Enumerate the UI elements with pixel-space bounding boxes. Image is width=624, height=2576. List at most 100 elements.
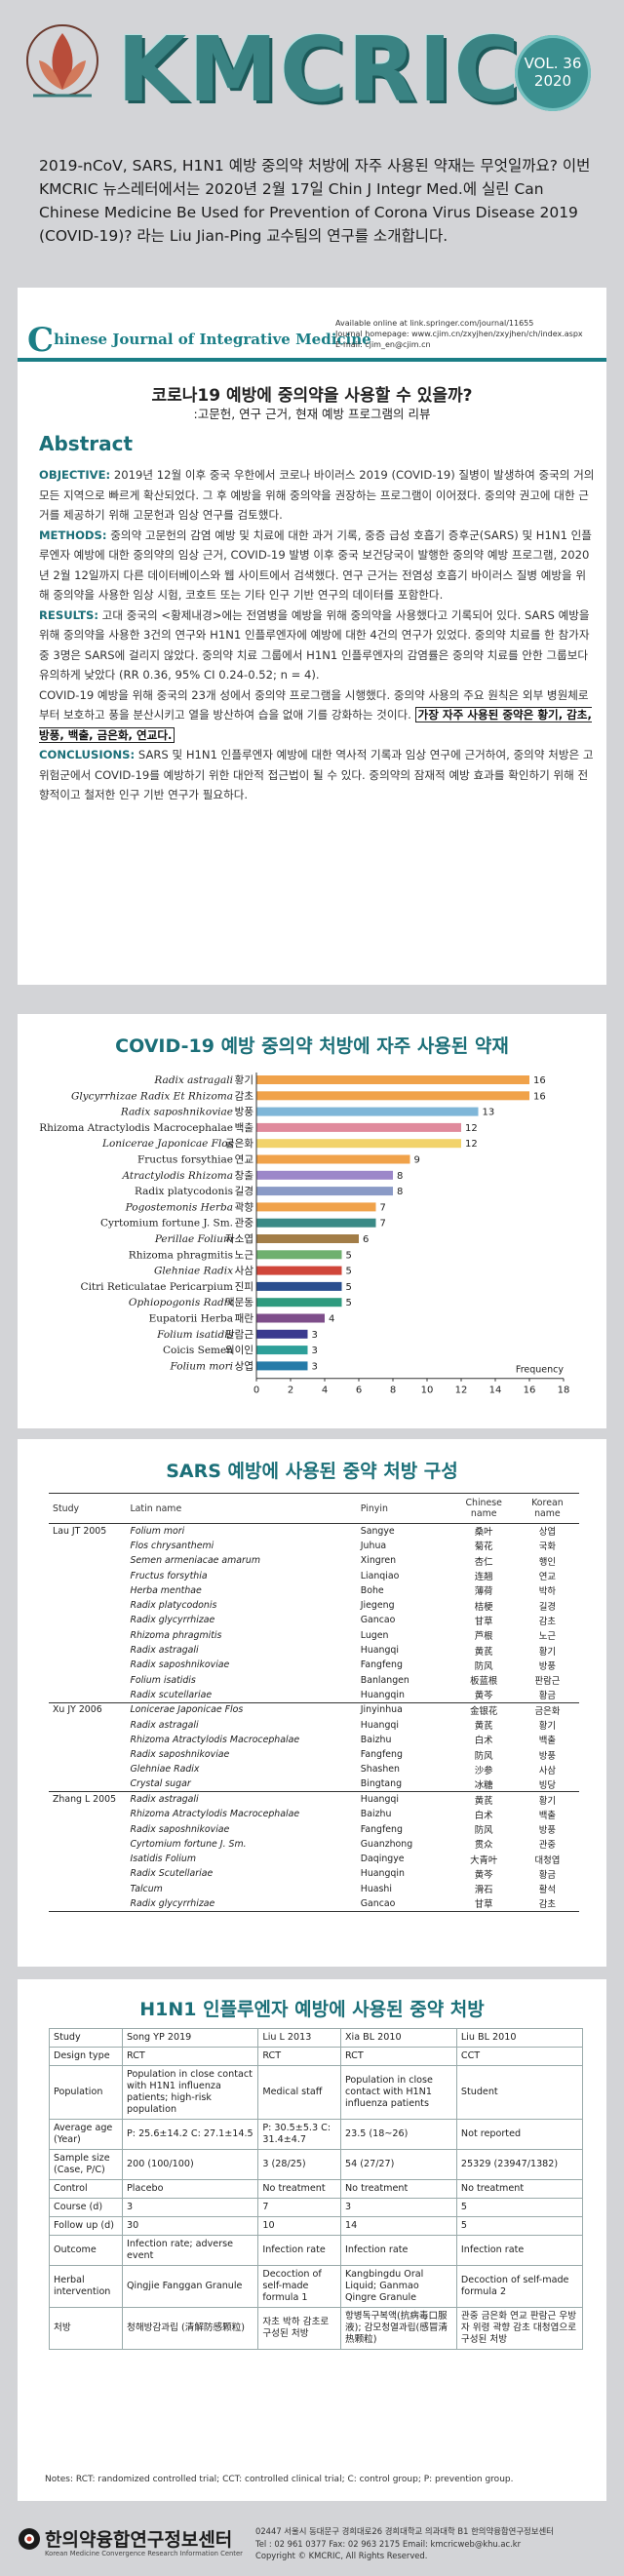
study-cell	[49, 1852, 126, 1866]
chinese-name-cell: 防风	[474, 1825, 493, 1837]
table-row: Semen armeniacae amarum Xingren 杏仁 행인	[49, 1553, 579, 1568]
pinyin-cell: Guanzhong	[360, 1838, 413, 1850]
table-row: Radix saposhnikoviae Fangfeng 防风 방풍	[49, 1658, 579, 1672]
sars-col-pinyin: Pinyin	[356, 1493, 452, 1524]
table-cell: 3 (28/25)	[257, 2149, 341, 2180]
pinyin-cell: Lianqiao	[360, 1570, 400, 1581]
chinese-name-cell: 连翘	[474, 1572, 493, 1583]
pinyin-cell: Huangqi	[360, 1645, 399, 1657]
table-cell: 30	[121, 2216, 259, 2236]
korean-name-cell: 황금	[515, 1687, 579, 1703]
pinyin-cell: Juhua	[360, 1540, 387, 1551]
latin-name-cell: Isatidis Folium	[130, 1854, 196, 1865]
table-row: Radix Scutellariae Huangqin 黄芩 황금	[49, 1866, 579, 1881]
study-cell	[49, 1776, 127, 1793]
data-label: 12	[465, 1123, 478, 1134]
category-korean-label: 길경	[235, 1185, 254, 1197]
x-tick-label: 12	[455, 1386, 468, 1396]
table-row: Control Placebo No treatment No treatment No…	[49, 2179, 584, 2199]
bar	[256, 1154, 410, 1164]
latin-name-cell: Radix glycyrrhizae	[130, 1615, 215, 1626]
table-row: Talcum Huashi 滑石 활석	[49, 1882, 579, 1896]
category-korean-label: 노근	[235, 1249, 254, 1261]
study-cell	[49, 1628, 126, 1643]
table-cell: 25329 (23947/1382)	[455, 2149, 584, 2180]
row-label-cell: Population	[49, 2065, 123, 2120]
journal-online: Available online at link.springer.com/jo…	[335, 319, 534, 328]
article-title: 코로나19 예방에 중의약을 사용할 수 있을까?	[151, 386, 473, 406]
h1n1-formula-card: H1N1 인플루엔자 예방에 사용된 중약 처방 Study Song YP 20…	[18, 1979, 606, 2501]
results-label: RESULTS:	[39, 607, 98, 622]
table-cell: Infection rate; adverse event	[121, 2235, 259, 2266]
category-latin-label: Glycyrrhizae Radix Et Rhizoma	[71, 1090, 233, 1102]
bar	[256, 1329, 308, 1339]
category-korean-label: 진피	[235, 1281, 254, 1293]
x-tick-label: 6	[356, 1386, 362, 1396]
category-korean-label: 자소엽	[225, 1233, 254, 1245]
table-row: Rhizoma Atractylodis Macrocephalae Baizhu…	[49, 1807, 579, 1821]
chinese-name-cell: 白术	[474, 1736, 493, 1747]
chinese-name-cell: 防风	[474, 1750, 493, 1762]
journal-meta: Available online at link.springer.com/jo…	[335, 318, 583, 350]
bar	[256, 1266, 342, 1275]
table-cell: 자초 박하 감초로 구성된 처방	[257, 2307, 341, 2350]
chinese-name-cell: 金银花	[470, 1705, 498, 1717]
table-row: Radix scutellariae Huangqin 黄芩 황금	[49, 1687, 579, 1703]
article-subtitle: :고문헌, 연구 근거, 현재 예방 프로그램의 리뷰	[193, 407, 431, 421]
study-cell	[49, 1672, 126, 1687]
category-latin-label: Radix astragali	[153, 1074, 233, 1086]
data-label: 5	[346, 1267, 352, 1277]
latin-name-cell: Lonicerae Japonicae Flos	[130, 1704, 244, 1716]
category-korean-label: 황기	[235, 1074, 254, 1086]
volume-label: VOL. 36	[524, 55, 582, 72]
latin-name-cell: Radix scutellariae	[126, 1687, 357, 1703]
category-latin-label: Coicis Semen	[163, 1345, 233, 1356]
table-cell: 항병독구복액(抗病毒口服液); 감모청열과립(感冒清热颗粒)	[339, 2307, 457, 2350]
table-cell: 5	[455, 2216, 584, 2236]
objective-text: 2019년 12월 이후 중국 우한에서 코로나 바이러스 2019 (COVI…	[39, 468, 595, 522]
table-row: Radix saposhnikoviae Fangfeng 防风 방풍	[49, 1821, 579, 1837]
korean-name-cell: 백출	[538, 1736, 557, 1747]
pinyin-cell: Sangye	[360, 1525, 395, 1537]
data-label: 8	[397, 1171, 403, 1182]
latin-name-cell: Glehniae Radix	[130, 1764, 200, 1776]
table-cell: CCT	[455, 2047, 584, 2066]
table-row: Rhizoma Atractylodis Macrocephalae Baizhu…	[49, 1733, 579, 1747]
category-korean-label: 사삼	[235, 1266, 254, 1277]
category-korean-label: 상엽	[235, 1360, 254, 1372]
data-label: 3	[312, 1361, 318, 1372]
row-label-cell: Outcome	[49, 2235, 123, 2266]
korean-name-cell: 황금	[538, 1869, 557, 1881]
table-cell: P: 25.6±14.2 C: 27.1±14.5	[121, 2119, 259, 2150]
category-latin-label: Folium isatidis	[156, 1329, 233, 1341]
latin-name-cell: Radix Scutellariae	[130, 1868, 214, 1880]
newsletter-header: KMCRIC VOL. 36 2020	[0, 0, 624, 137]
results-highlight: 가장 자주 사용된 중약은 황기, 감초, 방풍, 백출, 금은화, 연교다.	[39, 707, 592, 743]
table-row: Isatidis Folium Daqingye 大青叶 대청엽	[49, 1852, 579, 1866]
row-label-cell: Follow up (d)	[49, 2216, 123, 2236]
bar	[256, 1313, 325, 1323]
bar	[256, 1281, 342, 1291]
table-cell: Not reported	[455, 2119, 584, 2150]
table-cell: Decoction of self-made formula 2	[455, 2265, 584, 2308]
category-latin-label: Rhizoma Atractylodis Macrocephalae	[39, 1122, 233, 1134]
row-label-cell: Herbal intervention	[49, 2265, 123, 2308]
table-row: Radix saposhnikoviae Fangfeng 防风 방풍	[49, 1747, 579, 1762]
footer-contact: 02447 서울시 동대문구 경희대로26 경희대학교 의과대학 B1 한의약융…	[255, 2525, 554, 2562]
objective-label: OBJECTIVE:	[39, 468, 111, 482]
latin-name-cell: Radix astragali	[130, 1645, 199, 1657]
results-paragraph: RESULTS: 고대 중국의 <황제내경>에는 전염병을 예방을 위해 중의약…	[39, 605, 595, 685]
table-row: Population Population in close contact wi…	[49, 2065, 584, 2120]
lotus-logo-icon	[26, 24, 98, 98]
korean-name-cell: 황기	[538, 1646, 557, 1658]
table-cell: Placebo	[121, 2179, 259, 2199]
results-paragraph-2: COVID-19 예방을 위해 중국의 23개 성에서 중의약 프로그램을 시행…	[39, 685, 595, 746]
study-cell: Zhang L 2005	[53, 1794, 117, 1806]
chinese-name-cell: 大青叶	[470, 1854, 498, 1866]
chinese-name-cell: 板蓝根	[470, 1676, 498, 1688]
korean-name-cell: 활석	[538, 1885, 557, 1896]
data-label: 5	[346, 1250, 352, 1261]
table-row: Zhang L 2005 Radix astragali Huangqi 黄芪 황기	[49, 1792, 579, 1807]
latin-name-cell: Talcum	[130, 1883, 163, 1894]
korean-name-cell: 대청엽	[534, 1854, 561, 1866]
